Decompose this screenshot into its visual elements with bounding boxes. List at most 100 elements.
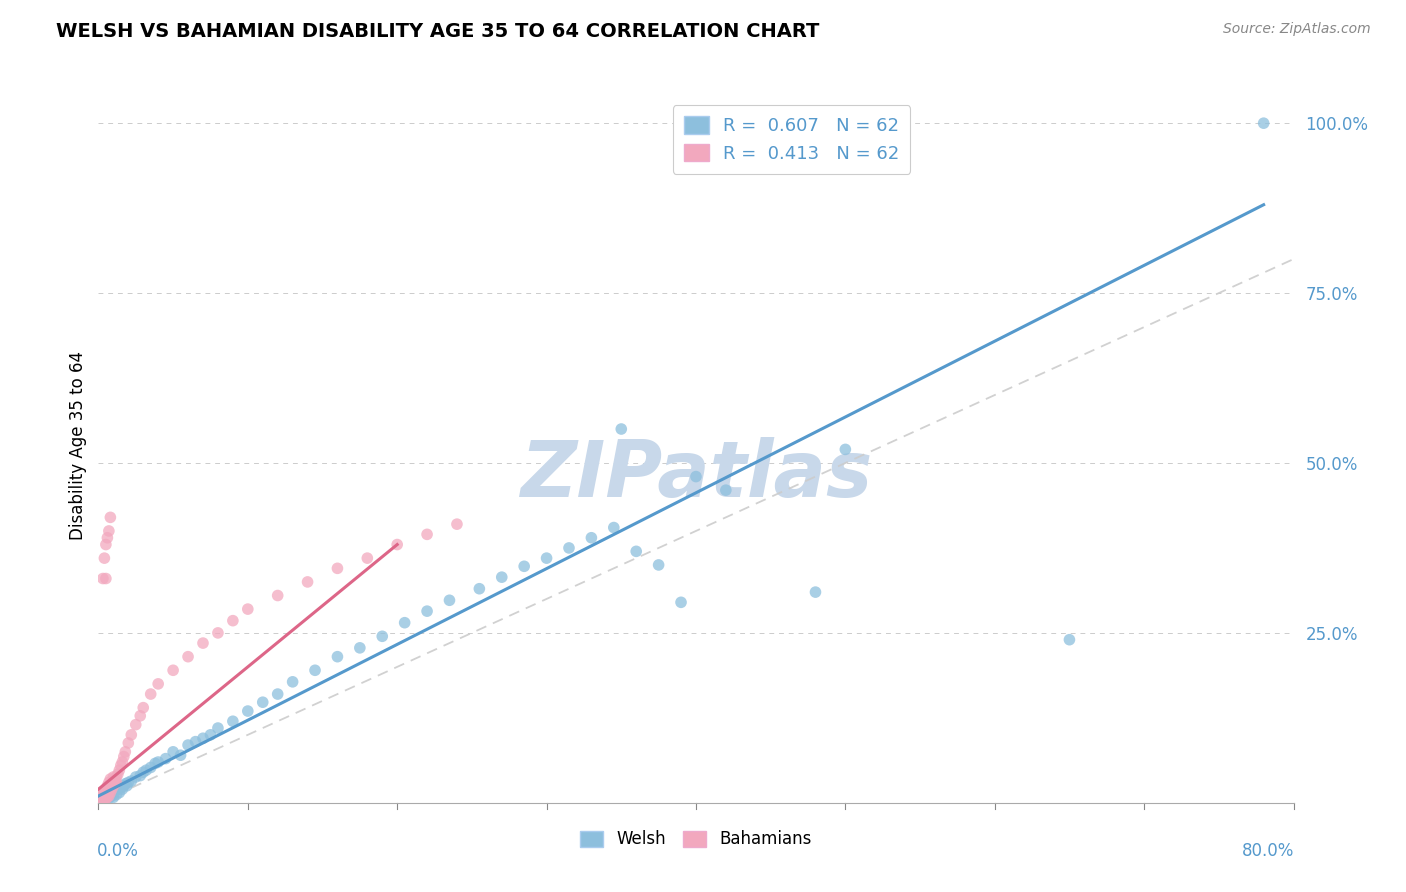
Point (385, 537, 409, 551)
Point (252, 695, 274, 709)
Point (97, 780, 120, 795)
Point (207, 626, 229, 640)
Point (103, 779, 125, 793)
Point (1059, 632, 1081, 647)
Point (297, 574, 319, 589)
Point (371, 629, 394, 643)
Point (94, 792, 117, 806)
Point (120, 728, 142, 742)
Point (105, 770, 128, 784)
Point (97, 786, 120, 800)
Point (96, 790, 118, 805)
Point (468, 582, 491, 596)
Point (714, 483, 737, 498)
Point (439, 593, 461, 607)
Point (536, 551, 558, 566)
Point (110, 780, 132, 795)
Point (685, 469, 707, 483)
Point (104, 783, 127, 797)
Point (96, 779, 118, 793)
Point (236, 704, 259, 718)
Point (132, 700, 155, 714)
Point (148, 677, 170, 691)
Point (96, 790, 118, 805)
Point (94, 791, 117, 805)
Point (98, 772, 122, 786)
Point (491, 570, 513, 584)
Point (236, 602, 259, 616)
Point (647, 558, 669, 572)
Point (326, 649, 349, 664)
Text: 80.0%: 80.0% (1243, 842, 1295, 860)
Point (103, 770, 125, 784)
Point (101, 789, 124, 803)
Point (110, 758, 132, 772)
Point (107, 767, 129, 781)
Point (222, 714, 245, 729)
Point (115, 779, 138, 793)
Point (94, 790, 117, 805)
Point (446, 517, 468, 532)
Text: Source: ZipAtlas.com: Source: ZipAtlas.com (1223, 22, 1371, 37)
Point (155, 751, 177, 765)
Point (191, 636, 214, 650)
Point (103, 790, 125, 805)
Point (98, 780, 122, 795)
Point (97, 791, 120, 805)
Point (834, 442, 856, 457)
Point (139, 687, 162, 701)
Text: WELSH VS BAHAMIAN DISABILITY AGE 35 TO 64 CORRELATION CHART: WELSH VS BAHAMIAN DISABILITY AGE 35 TO 6… (56, 22, 820, 41)
Point (91, 572, 114, 586)
Point (103, 774, 125, 789)
Point (603, 520, 626, 534)
Point (143, 756, 166, 771)
Point (626, 544, 648, 558)
Point (93, 551, 115, 566)
Point (326, 561, 349, 575)
Point (111, 782, 134, 797)
Point (125, 770, 148, 784)
Point (105, 788, 128, 802)
Point (267, 687, 290, 701)
Point (91, 788, 114, 802)
Point (129, 708, 152, 723)
Point (148, 755, 170, 769)
Point (108, 786, 131, 800)
Point (93, 786, 115, 800)
Point (94, 782, 117, 797)
Point (114, 745, 136, 759)
Point (804, 585, 827, 599)
Point (125, 717, 148, 731)
Point (96, 531, 118, 545)
Y-axis label: Disability Age 35 to 64: Disability Age 35 to 64 (69, 351, 87, 541)
Point (558, 541, 581, 555)
Point (416, 527, 439, 541)
Point (96, 788, 118, 802)
Point (117, 736, 139, 750)
Point (90, 790, 112, 805)
Point (98, 510, 122, 524)
Point (108, 763, 131, 777)
Point (416, 604, 439, 618)
Point (120, 774, 142, 789)
Point (96, 783, 118, 797)
Point (112, 779, 135, 793)
Point (184, 734, 207, 748)
Point (98, 786, 122, 800)
Point (1253, 116, 1275, 130)
Point (111, 755, 134, 769)
Point (105, 775, 128, 789)
Point (97, 524, 120, 538)
Point (191, 731, 214, 746)
Point (94, 786, 117, 800)
Point (104, 772, 127, 786)
Point (114, 777, 136, 791)
Text: 0.0%: 0.0% (97, 842, 139, 860)
Point (97, 775, 120, 789)
Point (94, 572, 117, 586)
Point (162, 663, 184, 677)
Point (177, 738, 200, 752)
Point (91, 791, 114, 805)
Point (117, 775, 139, 789)
Point (610, 422, 633, 436)
